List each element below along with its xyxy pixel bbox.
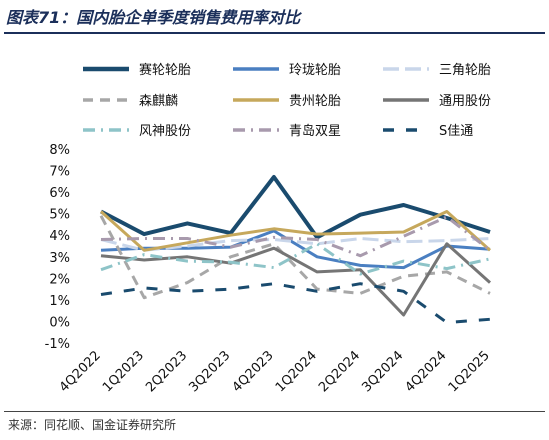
legend-item: 通用股份 <box>383 94 491 109</box>
legend-label: 三角轮胎 <box>439 63 491 78</box>
x-tick-label: 4Q2022 <box>57 348 104 395</box>
y-tick-label: 2% <box>49 272 70 287</box>
y-tick-label: -1% <box>45 337 70 352</box>
series-line-0 <box>100 175 491 240</box>
y-tick-label: 0% <box>49 315 70 330</box>
x-tick-label: 2Q2024 <box>316 348 363 395</box>
source-rule <box>4 411 545 412</box>
x-tick-label: 1Q2024 <box>273 348 320 395</box>
series-line-5 <box>100 242 492 317</box>
x-tick-label: 1Q2023 <box>100 348 147 395</box>
legend-item: 玲珑轮胎 <box>233 63 341 78</box>
y-tick-label: 5% <box>49 208 70 223</box>
y-tick-label: 6% <box>49 186 70 201</box>
x-tick-label: 4Q2024 <box>403 348 450 395</box>
series-line-4 <box>99 210 492 252</box>
legend-label: 玲珑轮胎 <box>289 63 341 78</box>
y-tick-label: 7% <box>49 165 70 180</box>
legend-item: 贵州轮胎 <box>233 94 341 109</box>
x-tick-label: 4Q2023 <box>230 348 277 395</box>
legend-item: 三角轮胎 <box>383 63 491 78</box>
source-note: 来源：同花顺、国金证券研究所 <box>8 418 177 432</box>
series-line-6 <box>100 242 491 276</box>
legend-label: 森麒麟 <box>139 93 178 109</box>
legend-label: 通用股份 <box>439 94 491 109</box>
x-tick-label: 3Q2024 <box>359 348 406 395</box>
chart-title: 图表71：国内胎企单季度销售费用率对比 <box>6 8 301 27</box>
y-axis: 8% 7% 6% 5% 4% 3% 2% 1% 0% -1% <box>45 143 70 352</box>
x-tick-label: 2Q2023 <box>143 348 190 395</box>
series-lines <box>99 175 492 324</box>
series-line-3 <box>99 215 491 300</box>
legend-label: 青岛双星 <box>289 123 341 139</box>
legend-item: 森麒麟 <box>83 93 178 109</box>
legend-label: 赛轮轮胎 <box>139 62 191 78</box>
title-rule <box>4 32 545 34</box>
y-tick-label: 1% <box>49 294 70 309</box>
x-axis: 4Q20221Q20232Q20233Q20234Q20231Q20242Q20… <box>57 348 493 395</box>
legend-item: 赛轮轮胎 <box>83 62 191 78</box>
legend-label: 风神股份 <box>139 124 191 139</box>
y-tick-label: 8% <box>49 143 70 158</box>
legend-label: 贵州轮胎 <box>289 94 341 109</box>
y-tick-label: 3% <box>49 251 70 266</box>
legend-item: 风神股份 <box>83 124 191 139</box>
x-tick-label: 1Q2025 <box>446 348 493 395</box>
legend-item: 青岛双星 <box>233 123 341 139</box>
legend-item: S佳通 <box>383 124 473 139</box>
y-tick-label: 4% <box>49 229 70 244</box>
x-tick-label: 3Q2023 <box>186 348 233 395</box>
series-line-8 <box>100 282 491 324</box>
legend-label: S佳通 <box>439 124 473 139</box>
series-line-2 <box>100 237 491 252</box>
